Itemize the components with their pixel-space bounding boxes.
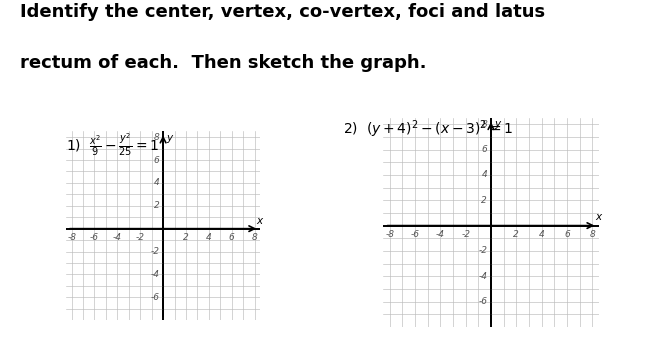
Text: 6: 6	[229, 233, 235, 242]
Text: 6: 6	[154, 156, 159, 164]
Text: 8: 8	[154, 133, 159, 142]
Text: x: x	[256, 216, 263, 226]
Text: -4: -4	[151, 270, 159, 279]
Text: 2: 2	[183, 233, 189, 242]
Text: 4: 4	[538, 230, 544, 239]
Text: -4: -4	[478, 272, 487, 281]
Text: -2: -2	[136, 233, 145, 242]
Text: -6: -6	[90, 233, 99, 242]
Text: Identify the center, vertex, co-vertex, foci and latus: Identify the center, vertex, co-vertex, …	[20, 3, 545, 21]
Text: -2: -2	[461, 230, 470, 239]
Text: y: y	[494, 119, 500, 129]
Text: -4: -4	[113, 233, 122, 242]
Text: -2: -2	[478, 246, 487, 255]
Text: 2)  $(y+4)^2-(x-3)^2=1$: 2) $(y+4)^2-(x-3)^2=1$	[343, 118, 513, 140]
Text: rectum of each.  Then sketch the graph.: rectum of each. Then sketch the graph.	[20, 54, 426, 72]
Text: -8: -8	[67, 233, 76, 242]
Text: 4: 4	[206, 233, 212, 242]
Text: -6: -6	[151, 293, 159, 302]
Text: 1)  $\frac{x^2}{9} - \frac{y^2}{25} = 1$: 1) $\frac{x^2}{9} - \frac{y^2}{25} = 1$	[66, 131, 159, 158]
Text: 4: 4	[482, 171, 487, 179]
Text: 2: 2	[482, 196, 487, 205]
Text: 8: 8	[252, 233, 258, 242]
Text: 6: 6	[564, 230, 570, 239]
Text: -4: -4	[436, 230, 445, 239]
Text: -6: -6	[478, 297, 487, 306]
Text: 4: 4	[154, 178, 159, 187]
Text: 6: 6	[482, 145, 487, 154]
Text: -8: -8	[385, 230, 394, 239]
Text: 8: 8	[482, 120, 487, 129]
Text: x: x	[595, 212, 601, 222]
Text: -2: -2	[151, 247, 159, 256]
Text: 2: 2	[154, 201, 159, 210]
Text: 2: 2	[513, 230, 519, 239]
Text: 8: 8	[589, 230, 595, 239]
Text: -6: -6	[411, 230, 420, 239]
Text: y: y	[166, 132, 172, 143]
